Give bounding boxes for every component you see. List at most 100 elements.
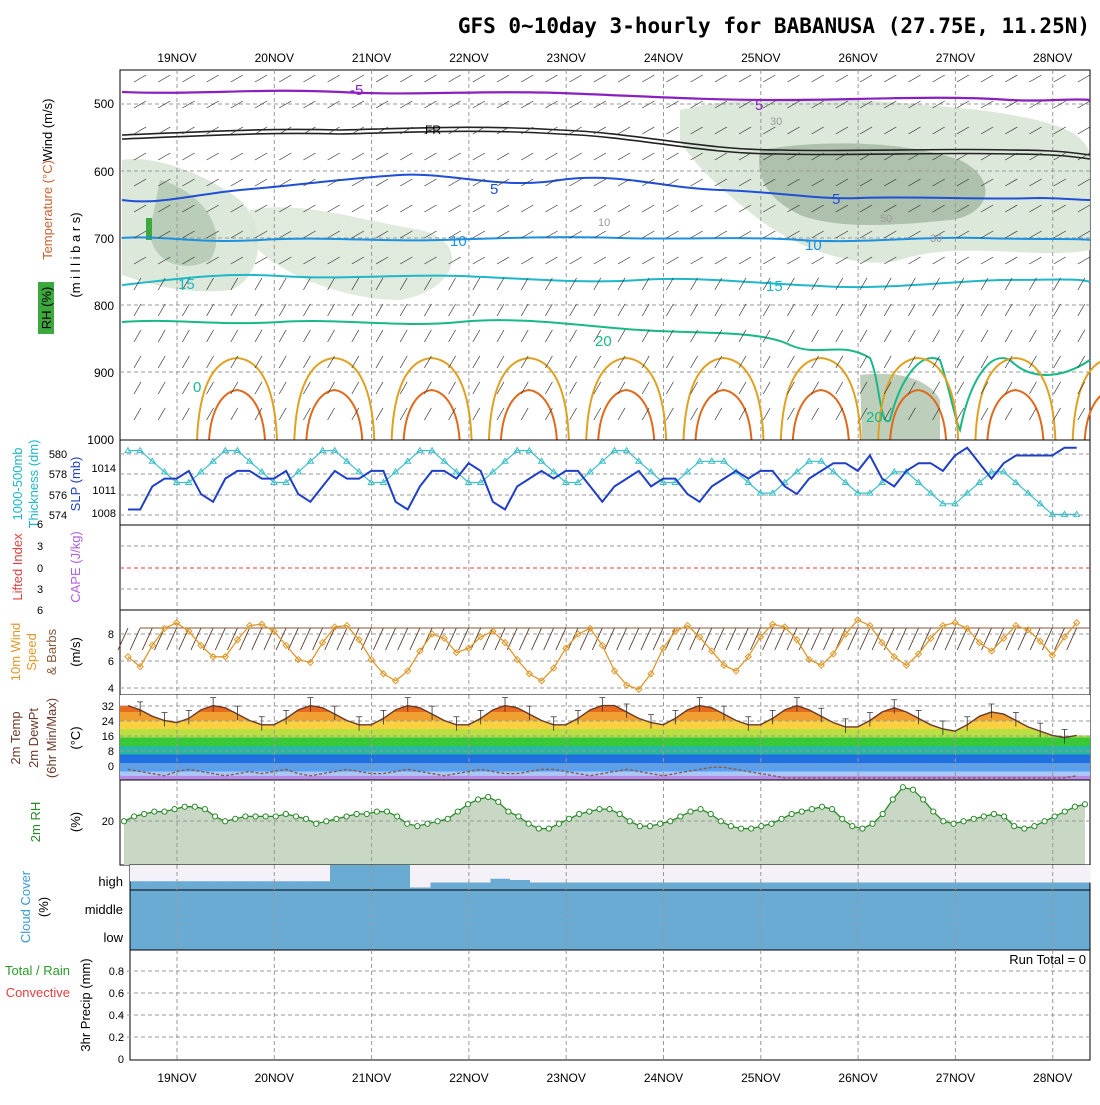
wind-speed-marker (902, 661, 911, 669)
wind-speed-marker (1072, 619, 1081, 627)
wind-barb (811, 303, 819, 317)
wind-speed-marker (245, 621, 254, 630)
wind-barb (811, 126, 824, 135)
wind-speed-marker (513, 655, 521, 664)
wind-barb (932, 256, 945, 265)
wind-barb (520, 329, 529, 343)
wind-barb (230, 329, 239, 343)
date-label: 25NOV (741, 51, 780, 65)
wind-barb (908, 355, 916, 369)
wind-barb (230, 178, 244, 187)
wind-barb (206, 381, 214, 395)
wind-barb (496, 74, 510, 83)
wind-speed-marker (477, 633, 485, 641)
wind-barb (593, 277, 602, 291)
precip-ticks: 0.8 0.6 0.4 0.2 0 (109, 966, 124, 1066)
wind-barb (1029, 277, 1037, 291)
wind-barb (279, 178, 292, 187)
thickness-marker (926, 489, 935, 496)
wind-barb (1077, 407, 1086, 421)
upper-wind-barbs (133, 74, 1091, 421)
wind-barb (762, 303, 771, 317)
wind-barb (980, 204, 994, 213)
diurnal-contour (487, 356, 570, 441)
slp-tick: 1014 (92, 463, 116, 475)
wind-barb (166, 627, 178, 651)
rh2m-marker (302, 815, 310, 822)
thickness-marker (403, 457, 412, 464)
wind-barb (738, 303, 747, 317)
thickness-marker (647, 467, 655, 475)
minmax-bar (647, 714, 654, 729)
chart-title: GFS 0~10day 3-hourly for BABANUSA (27.75… (458, 14, 1090, 38)
wind-barb (182, 204, 195, 213)
wind-barb (472, 355, 481, 369)
wind-barb (182, 329, 190, 343)
wind-barb (400, 152, 413, 161)
wind-barb (569, 178, 582, 187)
wind-barb (545, 277, 553, 291)
wind-speed-marker (793, 636, 801, 644)
wind-barb (1077, 381, 1086, 395)
minmax-bar (429, 705, 436, 721)
rh2m-marker (1041, 818, 1048, 825)
wind-barb (521, 152, 534, 161)
wind-barb (448, 126, 461, 135)
wind-barb (348, 627, 360, 651)
wind-speed-marker (270, 627, 278, 635)
thickness-marker (707, 457, 716, 464)
wind-barb (908, 230, 921, 239)
wind-barb (774, 627, 786, 651)
wind-barb (1029, 204, 1042, 213)
temp-band (120, 720, 1090, 729)
rh2m-panel: 20 2m RH (%) (28, 779, 1091, 866)
cloud-high-bar (410, 865, 431, 888)
li-tick: 3 (37, 584, 43, 596)
cloud-high-bar (1050, 865, 1071, 883)
date-label: 24NOV (644, 51, 683, 65)
rh2m-marker (616, 810, 623, 818)
wind-barb (496, 303, 505, 317)
cloud-high-bar (670, 865, 691, 883)
wind-barb (230, 277, 239, 291)
wind-barb (230, 355, 239, 369)
wind-barb (701, 627, 713, 651)
wind-barb (1005, 204, 1018, 213)
cloud-level-label: low (103, 930, 123, 945)
run-total-label: Run Total = 0 (1009, 952, 1086, 967)
wind-barb (762, 355, 771, 369)
contour-label: 15 (766, 278, 783, 295)
wind-barb (617, 256, 631, 265)
cloud-high-bar (710, 865, 731, 883)
wind-barb (714, 277, 723, 291)
rh2m-marker (323, 818, 330, 825)
cloud-high-bar (590, 865, 611, 883)
wind-barb (617, 277, 626, 291)
wind-barb (472, 407, 481, 421)
thickness-marker (793, 467, 801, 475)
wind-barb (254, 178, 268, 187)
wind-barb (448, 204, 461, 213)
wind-barb (182, 407, 190, 421)
minmax-bar (696, 697, 703, 712)
wind-barb (158, 74, 171, 83)
cloud-high-bar (430, 865, 451, 883)
cloud-unit-label: (%) (36, 897, 51, 917)
thickness-marker (756, 489, 765, 496)
wind-barb (593, 407, 602, 421)
wind-barb (520, 381, 529, 395)
wind-barb (895, 627, 907, 651)
wind-barb (182, 303, 190, 317)
wind-barb (714, 126, 728, 135)
wind-barb (714, 329, 723, 343)
rh2m-marker (181, 803, 188, 810)
wind-barb (375, 381, 384, 395)
rh-legend-swatch (38, 282, 54, 334)
minmax-bar (307, 697, 314, 712)
rh2m-marker (545, 825, 552, 832)
wind-barb (787, 152, 800, 161)
wind-barb (545, 74, 558, 83)
wind-barb (835, 126, 849, 135)
wind-barb (666, 303, 674, 317)
thickness-marker (987, 467, 996, 475)
